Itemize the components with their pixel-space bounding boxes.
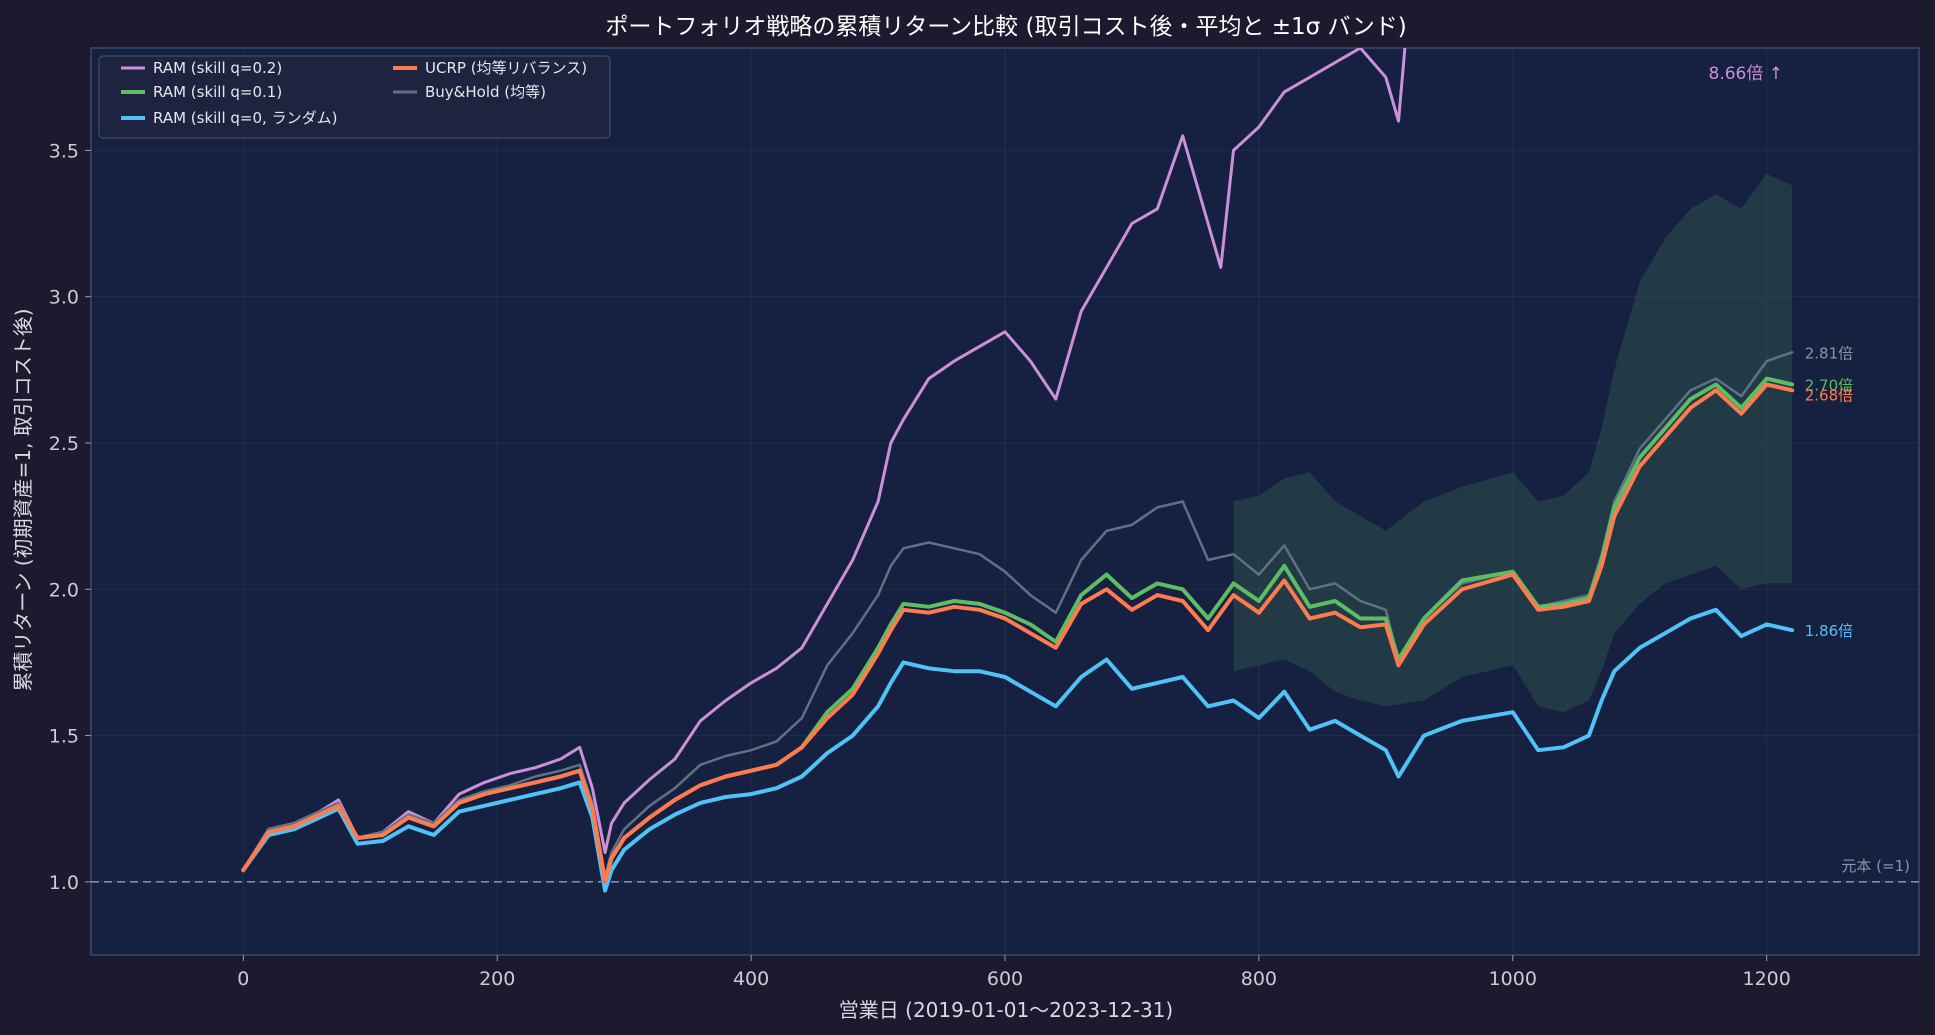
x-tick-label: 600: [987, 968, 1023, 990]
y-tick-label: 3.5: [49, 140, 79, 162]
x-tick-label: 200: [479, 968, 515, 990]
legend-label: RAM (skill q=0.1): [153, 83, 282, 101]
legend-label: UCRP (均等リバランス): [425, 59, 587, 77]
series-line-3: [241, 382, 1795, 884]
band-layer: [1233, 173, 1793, 713]
chart-title: ポートフォリオ戦略の累積リターン比較 (取引コスト後・平均と ±1σ バンド): [605, 14, 1406, 40]
x-tick-label: 1000: [1489, 968, 1537, 990]
end-label: 2.81倍: [1805, 344, 1853, 362]
legend-label: Buy&Hold (均等): [425, 83, 546, 101]
x-axis-title: 営業日 (2019-01-01〜2023-12-31): [839, 998, 1173, 1022]
x-tick-label: 800: [1241, 968, 1277, 990]
sigma-band: [1233, 173, 1793, 713]
legend-box: [98, 55, 611, 139]
grid: [91, 48, 1919, 955]
legend: RAM (skill q=0.2) RAM (skill q=0.1) RAM (s…: [98, 55, 611, 139]
y-tick-label: 2.0: [49, 579, 79, 601]
baseline-label: 元本 (=1): [1841, 857, 1910, 875]
series-line-0: [241, 48, 1407, 872]
y-tick-label: 1.5: [49, 726, 79, 748]
offscale-note: 8.66倍 ↑: [1709, 64, 1784, 84]
end-label: 1.86倍: [1805, 622, 1853, 640]
legend-label: RAM (skill q=0, ランダム): [153, 109, 337, 127]
end-label: 2.70倍: [1805, 376, 1853, 394]
y-axis-title: 累積リターン (初期資産=1, 取引コスト後): [11, 308, 35, 691]
y-tick-label: 2.5: [49, 433, 79, 455]
series-line-2: [241, 607, 1795, 893]
x-tick-label: 1200: [1742, 968, 1790, 990]
x-tick-label: 400: [733, 968, 769, 990]
x-axis-ticks: 0 200 400 600 800 1000 1200: [237, 955, 1791, 990]
end-label: 2.68倍: [1805, 386, 1853, 404]
y-tick-label: 3.0: [49, 287, 79, 309]
y-axis-ticks: 1.0 1.5 2.0 2.5 3.0 3.5: [49, 140, 91, 894]
x-tick-label: 0: [237, 968, 249, 990]
y-tick-label: 1.0: [49, 872, 79, 894]
series-layer: [241, 48, 1795, 893]
legend-label: RAM (skill q=0.2): [153, 59, 282, 77]
